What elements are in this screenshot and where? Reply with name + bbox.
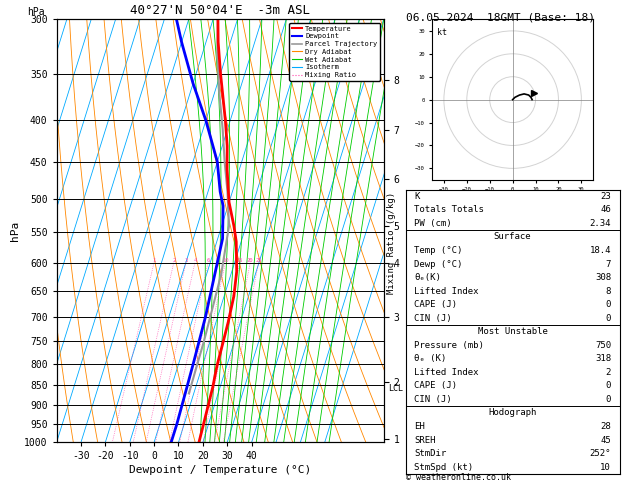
Text: 10: 10 — [600, 463, 611, 471]
Text: Totals Totals: Totals Totals — [415, 206, 484, 214]
Text: Dewp (°C): Dewp (°C) — [415, 260, 463, 268]
Text: 0: 0 — [606, 313, 611, 323]
Text: 23: 23 — [600, 192, 611, 201]
Text: CIN (J): CIN (J) — [415, 395, 452, 404]
Text: Pressure (mb): Pressure (mb) — [415, 341, 484, 350]
Text: 18.4: 18.4 — [589, 246, 611, 255]
X-axis label: Dewpoint / Temperature (°C): Dewpoint / Temperature (°C) — [129, 466, 311, 475]
Text: Hodograph: Hodograph — [489, 408, 537, 417]
Text: 10: 10 — [222, 258, 228, 263]
Text: © weatheronline.co.uk: © weatheronline.co.uk — [406, 473, 511, 482]
Text: Temp (°C): Temp (°C) — [415, 246, 463, 255]
Text: 7: 7 — [606, 260, 611, 268]
Text: Mixing Ratio (g/kg): Mixing Ratio (g/kg) — [387, 192, 396, 294]
Text: 15: 15 — [237, 258, 243, 263]
Text: θₑ (K): θₑ (K) — [415, 354, 447, 363]
Text: PW (cm): PW (cm) — [415, 219, 452, 228]
Text: 06.05.2024  18GMT (Base: 18): 06.05.2024 18GMT (Base: 18) — [406, 12, 594, 22]
Text: kt: kt — [437, 29, 447, 37]
Text: 8: 8 — [606, 287, 611, 295]
Y-axis label: hPa: hPa — [10, 221, 20, 241]
Text: 8: 8 — [216, 258, 220, 263]
Text: Surface: Surface — [494, 232, 532, 242]
Text: 0: 0 — [606, 382, 611, 390]
Text: LCL: LCL — [388, 383, 403, 393]
Text: 1: 1 — [152, 258, 155, 263]
Text: CAPE (J): CAPE (J) — [415, 382, 457, 390]
Text: 252°: 252° — [589, 449, 611, 458]
Text: 20: 20 — [247, 258, 253, 263]
Text: Lifted Index: Lifted Index — [415, 287, 479, 295]
Text: 0: 0 — [606, 300, 611, 309]
Text: 2.34: 2.34 — [589, 219, 611, 228]
Text: 750: 750 — [595, 341, 611, 350]
Text: 2: 2 — [606, 368, 611, 377]
Text: 28: 28 — [600, 422, 611, 431]
Text: K: K — [415, 192, 420, 201]
Text: 4: 4 — [193, 258, 196, 263]
Text: 6: 6 — [206, 258, 209, 263]
Text: CAPE (J): CAPE (J) — [415, 300, 457, 309]
Text: 318: 318 — [595, 354, 611, 363]
Text: 25: 25 — [255, 258, 262, 263]
Text: SREH: SREH — [415, 435, 436, 445]
Text: 46: 46 — [600, 206, 611, 214]
Text: 2: 2 — [172, 258, 175, 263]
Title: 40°27'N 50°04'E  -3m ASL: 40°27'N 50°04'E -3m ASL — [130, 4, 310, 17]
Text: CIN (J): CIN (J) — [415, 313, 452, 323]
Text: 308: 308 — [595, 273, 611, 282]
Text: 0: 0 — [606, 395, 611, 404]
Text: StmSpd (kt): StmSpd (kt) — [415, 463, 474, 471]
Text: EH: EH — [415, 422, 425, 431]
Text: Most Unstable: Most Unstable — [477, 327, 548, 336]
Text: StmDir: StmDir — [415, 449, 447, 458]
Text: 45: 45 — [600, 435, 611, 445]
Legend: Temperature, Dewpoint, Parcel Trajectory, Dry Adiabat, Wet Adiabat, Isotherm, Mi: Temperature, Dewpoint, Parcel Trajectory… — [289, 23, 380, 81]
Text: hPa: hPa — [27, 7, 45, 17]
Text: 3: 3 — [184, 258, 187, 263]
Text: θₑ(K): θₑ(K) — [415, 273, 441, 282]
Text: Lifted Index: Lifted Index — [415, 368, 479, 377]
